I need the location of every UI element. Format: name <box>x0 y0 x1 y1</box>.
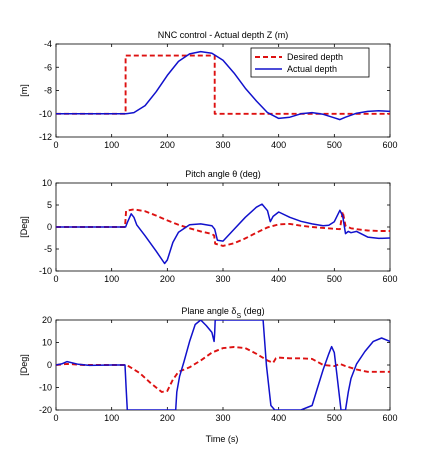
y-axis-label: [m] <box>19 84 29 97</box>
x-tick-label: 200 <box>160 274 175 284</box>
y-axis-label: [Deg] <box>19 216 29 238</box>
subplot-2: Pitch angle θ (deg)[Deg]0 100 200 300 400 500… <box>19 169 398 284</box>
subplot-title: Plane angle δS (deg) <box>181 306 264 320</box>
y-axis-label: [Deg] <box>19 354 29 376</box>
subplots: NNC control - Actual depth Z (m)[m]0 100 2… <box>19 30 398 423</box>
x-tick-label: 400 <box>271 140 286 150</box>
x-tick-label: 400 <box>271 274 286 284</box>
subplot-title: NNC control - Actual depth Z (m) <box>158 30 289 40</box>
y-tick-label: -10 <box>39 109 52 119</box>
x-tick-label: 200 <box>160 140 175 150</box>
y-tick-label: -10 <box>39 383 52 393</box>
subplot-1: NNC control - Actual depth Z (m) [m] 0 100 2… <box>19 30 398 150</box>
legend-label: Desired depth <box>287 52 343 62</box>
legend: Desired depth Actual depth <box>250 47 370 78</box>
desired-line <box>56 346 390 393</box>
y-tick-label: -12 <box>39 132 52 142</box>
x-tick-label: 600 <box>382 413 397 423</box>
x-tick-label: 100 <box>104 140 119 150</box>
y-tick-label: 5 <box>47 200 52 210</box>
x-tick-label: 100 <box>104 413 119 423</box>
series-group <box>56 203 390 265</box>
y-tick-label: 10 <box>42 178 52 188</box>
series-group <box>56 320 390 410</box>
actual-line <box>56 203 390 265</box>
y-tick-label: 20 <box>42 315 52 325</box>
x-tick-label: 0 <box>53 413 58 423</box>
legend-label: Actual depth <box>287 64 337 74</box>
x-tick-label: 300 <box>215 140 230 150</box>
x-tick-label: 0 <box>53 140 58 150</box>
series-group <box>56 50 390 121</box>
x-tick-label: 200 <box>160 413 175 423</box>
y-tick-label: -20 <box>39 405 52 415</box>
y-tick-label: -4 <box>44 39 52 49</box>
y-tick-label: -6 <box>44 62 52 72</box>
x-tick-label: 100 <box>104 274 119 284</box>
desired-line <box>56 208 390 247</box>
x-axis-label: Time (s) <box>206 434 239 444</box>
x-tick-label: 500 <box>327 274 342 284</box>
y-tick-label: 10 <box>42 338 52 348</box>
y-tick-label: -10 <box>39 266 52 276</box>
x-tick-label: 300 <box>215 274 230 284</box>
actual-line <box>56 320 390 410</box>
x-tick-label: 500 <box>327 140 342 150</box>
y-tick-label: -8 <box>44 86 52 96</box>
x-tick-label: 400 <box>271 413 286 423</box>
x-tick-label: 300 <box>215 413 230 423</box>
y-tick-label: -5 <box>44 244 52 254</box>
x-tick-label: 500 <box>327 413 342 423</box>
subplot-3: Plane angle δS (deg)[Deg]0 100 200 300 400 50… <box>19 306 398 423</box>
x-tick-label: 0 <box>53 274 58 284</box>
x-tick-label: 600 <box>382 140 397 150</box>
legend-box <box>250 47 370 78</box>
actual-depth-line <box>56 50 390 121</box>
x-tick-label: 600 <box>382 274 397 284</box>
y-tick-label: 0 <box>47 360 52 370</box>
subplot-title: Pitch angle θ (deg) <box>185 169 261 179</box>
y-tick-label: 0 <box>47 222 52 232</box>
